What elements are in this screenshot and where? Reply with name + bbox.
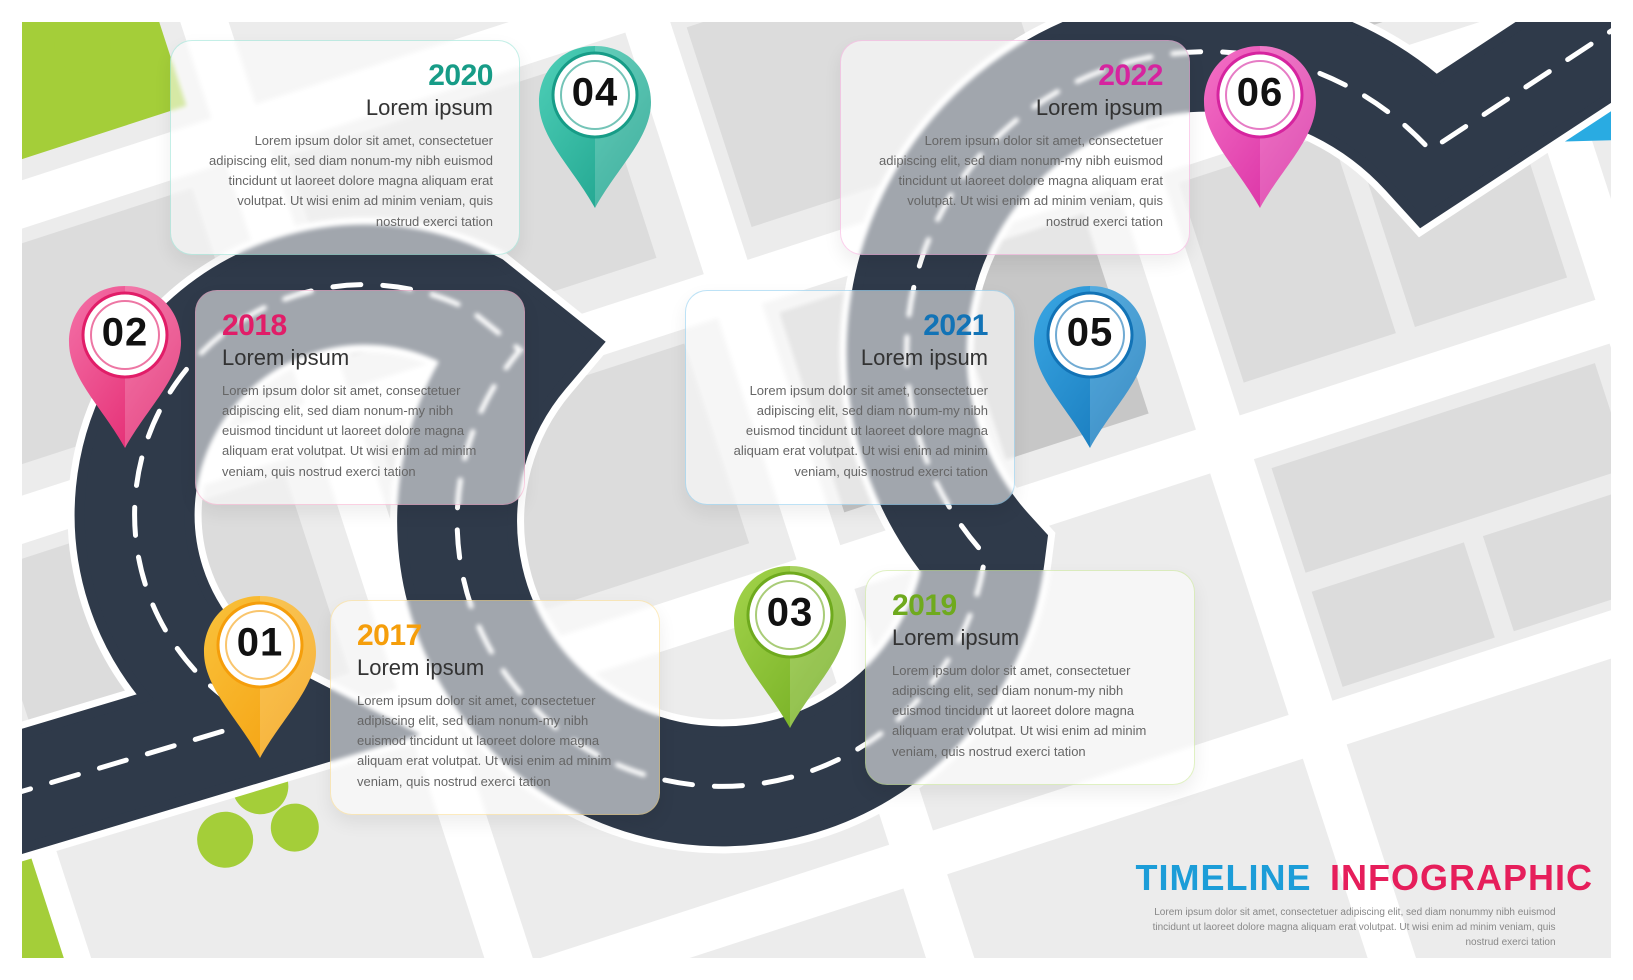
milestone-card-06: 2022Lorem ipsum Lorem ipsum dolor sit ame…	[840, 40, 1190, 255]
milestone-card-03: 2019Lorem ipsum Lorem ipsum dolor sit ame…	[865, 570, 1195, 785]
map-pin-number: 05	[1067, 311, 1114, 356]
map-pin-05: 05	[1020, 280, 1160, 460]
milestone-card-04: 2020Lorem ipsum Lorem ipsum dolor sit ame…	[170, 40, 520, 255]
map-pin-number: 03	[767, 591, 814, 636]
milestone-subtitle: Lorem ipsum	[222, 345, 498, 371]
map-pin-03: 03	[720, 560, 860, 740]
milestone-body: Lorem ipsum dolor sit amet, consectetuer…	[892, 661, 1168, 762]
map-pin-number: 06	[1237, 71, 1284, 116]
map-pin-01: 01	[190, 590, 330, 770]
milestone-year: 2017	[357, 619, 633, 653]
milestone-year: 2020	[197, 59, 493, 93]
milestone-subtitle: Lorem ipsum	[892, 625, 1168, 651]
map-pin-02: 02	[55, 280, 195, 460]
milestone-card-02: 2018Lorem ipsum Lorem ipsum dolor sit ame…	[195, 290, 525, 505]
milestone-subtitle: Lorem ipsum	[197, 95, 493, 121]
title-body: Lorem ipsum dolor sit amet, consectetuer…	[1136, 905, 1556, 950]
milestone-year: 2021	[712, 309, 988, 343]
infographic-stage: 2017Lorem ipsumLorem ipsum dolor sit ame…	[0, 0, 1633, 980]
milestone-body: Lorem ipsum dolor sit amet, consectetuer…	[222, 381, 498, 482]
milestone-body: Lorem ipsum dolor sit amet, consectetuer…	[712, 381, 988, 482]
milestone-body: Lorem ipsum dolor sit amet, consectetuer…	[197, 131, 493, 232]
footer-title: TIMELINE INFOGRAPHIC Lorem ipsum dolor s…	[1136, 857, 1593, 950]
map-pin-06: 06	[1190, 40, 1330, 220]
title-word-2: INFOGRAPHIC	[1330, 857, 1593, 898]
milestone-body: Lorem ipsum dolor sit amet, consectetuer…	[357, 691, 633, 792]
milestone-subtitle: Lorem ipsum	[712, 345, 988, 371]
milestone-year: 2019	[892, 589, 1168, 623]
map-pin-number: 02	[102, 311, 149, 356]
map-pin-number: 04	[572, 71, 619, 116]
map-pin-number: 01	[237, 621, 284, 666]
milestone-card-05: 2021Lorem ipsum Lorem ipsum dolor sit ame…	[685, 290, 1015, 505]
milestone-year: 2022	[867, 59, 1163, 93]
milestone-card-01: 2017Lorem ipsum Lorem ipsum dolor sit ame…	[330, 600, 660, 815]
milestone-body: Lorem ipsum dolor sit amet, consectetuer…	[867, 131, 1163, 232]
milestone-subtitle: Lorem ipsum	[357, 655, 633, 681]
milestone-year: 2018	[222, 309, 498, 343]
milestone-subtitle: Lorem ipsum	[867, 95, 1163, 121]
title-word-1: TIMELINE	[1136, 857, 1312, 898]
map-pin-04: 04	[525, 40, 665, 220]
